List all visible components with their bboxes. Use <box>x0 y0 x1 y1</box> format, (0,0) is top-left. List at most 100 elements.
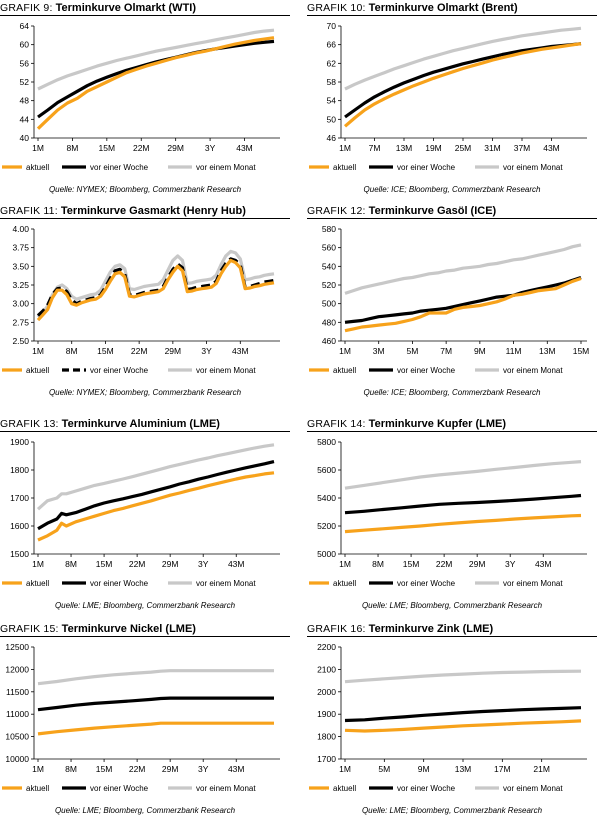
x-tick-label: 15M <box>97 346 114 356</box>
figure-label: GRAFIK 14: <box>307 418 366 430</box>
x-tick-label: 3M <box>373 346 385 356</box>
series-line-aktuell <box>37 471 275 542</box>
y-tick-label: 52 <box>20 77 30 87</box>
legend-label-woche: vor einer Woche <box>90 366 149 375</box>
x-tick-label: 22M <box>129 559 146 569</box>
y-tick-label: 1800 <box>317 732 336 742</box>
x-tick-label: 3Y <box>198 559 209 569</box>
y-tick-label: 48 <box>20 96 30 106</box>
x-tick-label: 15M <box>99 143 116 153</box>
series-line-monat <box>344 460 582 490</box>
figure-label: GRAFIK 10: <box>307 2 366 14</box>
x-tick-label: 1M <box>32 559 44 569</box>
series-line-woche <box>344 275 582 324</box>
x-tick-label: 43M <box>535 559 552 569</box>
y-tick-label: 1700 <box>317 754 336 764</box>
figure-label: GRAFIK 9: <box>0 2 53 14</box>
series-line-aktuell <box>37 721 274 736</box>
legend-label-woche: vor einer Woche <box>397 784 456 793</box>
figure-label: GRAFIK 12: <box>307 205 366 217</box>
x-tick-label: 5M <box>407 346 419 356</box>
y-tick-label: 11000 <box>6 709 29 719</box>
x-tick-label: 1M <box>32 143 44 153</box>
y-tick-label: 60 <box>20 40 30 50</box>
x-tick-label: 22M <box>131 346 148 356</box>
chart-source: Quelle: LME; Bloomberg, Commerzbank Rese… <box>361 806 543 815</box>
series-line-woche <box>37 696 274 712</box>
chart-source: Quelle: NYMEX; Bloomberg, Commerzbank Re… <box>48 388 242 397</box>
series-line-woche <box>344 42 582 119</box>
y-tick-label: 12000 <box>5 664 29 674</box>
x-tick-label: 1M <box>339 143 351 153</box>
legend-label-monat: vor einem Monat <box>196 366 256 375</box>
legend-label-monat: vor einem Monat <box>503 163 563 172</box>
y-tick-label: 2100 <box>317 664 336 674</box>
legend-label-aktuell: aktuell <box>333 366 356 375</box>
y-tick-label: 2200 <box>317 642 336 652</box>
y-tick-label: 2.50 <box>12 336 29 346</box>
legend-label-monat: vor einem Monat <box>196 579 256 588</box>
legend-label-woche: vor einer Woche <box>397 366 456 375</box>
figure-label: GRAFIK 16: <box>307 623 366 635</box>
y-tick-label: 580 <box>322 224 336 234</box>
x-tick-label: 29M <box>162 764 179 774</box>
x-tick-label: 13M <box>396 143 413 153</box>
legend-label-aktuell: aktuell <box>26 784 49 793</box>
series-line-monat <box>37 28 275 91</box>
y-tick-label: 66 <box>327 40 337 50</box>
legend-label-woche: vor einer Woche <box>397 163 456 172</box>
x-tick-label: 1M <box>339 764 351 774</box>
chart-title: GRAFIK 14: Terminkurve Kupfer (LME) <box>307 418 597 432</box>
x-tick-label: 25M <box>455 143 472 153</box>
y-tick-label: 4.00 <box>12 224 29 234</box>
y-tick-label: 3.25 <box>12 280 29 290</box>
y-tick-label: 5000 <box>317 549 336 559</box>
legend-label-aktuell: aktuell <box>26 579 49 588</box>
y-tick-label: 5200 <box>317 521 336 531</box>
x-tick-label: 29M <box>167 143 184 153</box>
x-tick-label: 13M <box>539 346 556 356</box>
x-tick-label: 22M <box>436 559 453 569</box>
y-tick-label: 58 <box>327 77 337 87</box>
chart-title: GRAFIK 12: Terminkurve Gasöl (ICE) <box>307 205 597 219</box>
x-tick-label: 22M <box>129 764 146 774</box>
chart-panel-g16: GRAFIK 16: Terminkurve Zink (LME) 2200 21… <box>307 623 597 825</box>
chart-title: GRAFIK 11: Terminkurve Gasmarkt (Henry H… <box>0 205 290 219</box>
x-tick-label: 1M <box>32 346 44 356</box>
chart-title: GRAFIK 13: Terminkurve Aluminium (LME) <box>0 418 290 432</box>
chart-panel-g9: GRAFIK 9: Terminkurve Olmarkt (WTI) 64 60… <box>0 2 290 204</box>
chart-source: Quelle: LME; Bloomberg, Commerzbank Rese… <box>54 601 236 610</box>
x-tick-label: 43M <box>228 559 245 569</box>
y-tick-label: 520 <box>322 280 336 290</box>
legend-label-aktuell: aktuell <box>26 163 49 172</box>
x-tick-label: 19M <box>425 143 442 153</box>
y-tick-label: 64 <box>20 21 30 31</box>
x-tick-label: 1M <box>32 764 44 774</box>
x-tick-label: 9M <box>474 346 486 356</box>
x-tick-label: 8M <box>65 764 77 774</box>
legend-label-aktuell: aktuell <box>333 163 356 172</box>
legend-label-monat: vor einem Monat <box>503 784 563 793</box>
y-tick-label: 50 <box>327 114 337 124</box>
series-line-monat <box>344 669 582 684</box>
x-tick-label: 8M <box>372 559 384 569</box>
y-tick-label: 12500 <box>5 642 29 652</box>
x-tick-label: 15M <box>403 559 420 569</box>
legend-label-aktuell: aktuell <box>333 784 356 793</box>
x-tick-label: 3Y <box>198 764 209 774</box>
legend-label-woche: vor einer Woche <box>397 579 456 588</box>
chart-panel-g14: GRAFIK 14: Terminkurve Kupfer (LME) 5800… <box>307 418 597 620</box>
series-line-monat <box>344 26 582 91</box>
x-tick-label: 43M <box>228 764 245 774</box>
x-tick-label: 1M <box>339 559 351 569</box>
legend-label-aktuell: aktuell <box>333 579 356 588</box>
y-tick-label: 560 <box>322 243 336 253</box>
y-tick-label: 3.00 <box>12 299 29 309</box>
y-tick-label: 5400 <box>317 493 336 503</box>
x-tick-label: 43M <box>543 143 560 153</box>
y-tick-label: 46 <box>327 133 337 143</box>
series-line-monat <box>36 249 275 319</box>
